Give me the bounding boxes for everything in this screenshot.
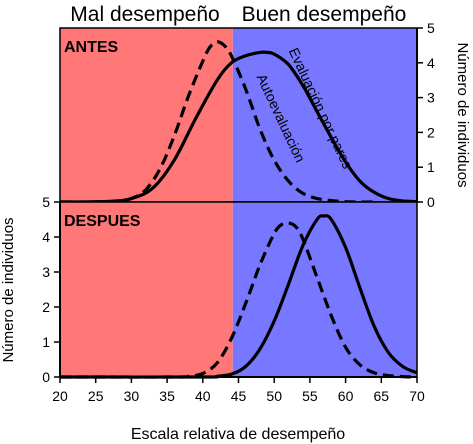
before-y-tick-label: 1	[427, 159, 435, 175]
before-y-tick-label: 4	[427, 55, 435, 71]
x-tick-label: 35	[159, 388, 175, 404]
before-self-evaluation-curve	[59, 40, 375, 204]
before-y-tick-label: 2	[427, 124, 435, 140]
before-bad-region	[60, 28, 233, 202]
right-y-axis-title: Número de individuos	[454, 42, 471, 187]
before-y-tick-label: 0	[427, 194, 435, 210]
good-region-header: Buen desempeño	[242, 3, 407, 26]
before-panel-label: ANTES	[64, 39, 119, 56]
x-tick-label: 20	[52, 388, 68, 404]
x-tick-label: 25	[88, 388, 104, 404]
after-bad-region	[60, 202, 233, 377]
bad-region-header: Mal desempeño	[70, 3, 219, 26]
x-tick-label: 30	[124, 388, 140, 404]
before-y-tick-label: 5	[427, 20, 435, 36]
after-y-tick-label: 0	[42, 369, 50, 385]
x-tick-label: 60	[338, 388, 354, 404]
after-y-tick-label: 2	[42, 299, 50, 315]
x-tick-label: 50	[266, 388, 282, 404]
before-peer-evaluation-curve	[59, 50, 418, 204]
x-tick-label: 45	[231, 388, 247, 404]
left-y-axis-title: Número de individuos	[0, 217, 17, 362]
after-y-tick-label: 3	[42, 264, 50, 280]
after-y-tick-label: 5	[42, 194, 50, 210]
after-panel-label: DESPUES	[64, 213, 141, 230]
x-tick-label: 40	[195, 388, 211, 404]
after-self-evaluation-curve	[59, 221, 418, 379]
x-tick-label: 70	[409, 388, 425, 404]
after-y-tick-label: 1	[42, 334, 50, 350]
after-peer-evaluation-curve	[59, 214, 418, 379]
after-y-tick-label: 4	[42, 229, 50, 245]
x-tick-label: 65	[374, 388, 390, 404]
x-tick-label: 55	[302, 388, 318, 404]
x-axis-title: Escala relativa de desempeño	[131, 426, 345, 443]
before-good-region	[232, 28, 417, 202]
before-y-tick-label: 3	[427, 90, 435, 106]
